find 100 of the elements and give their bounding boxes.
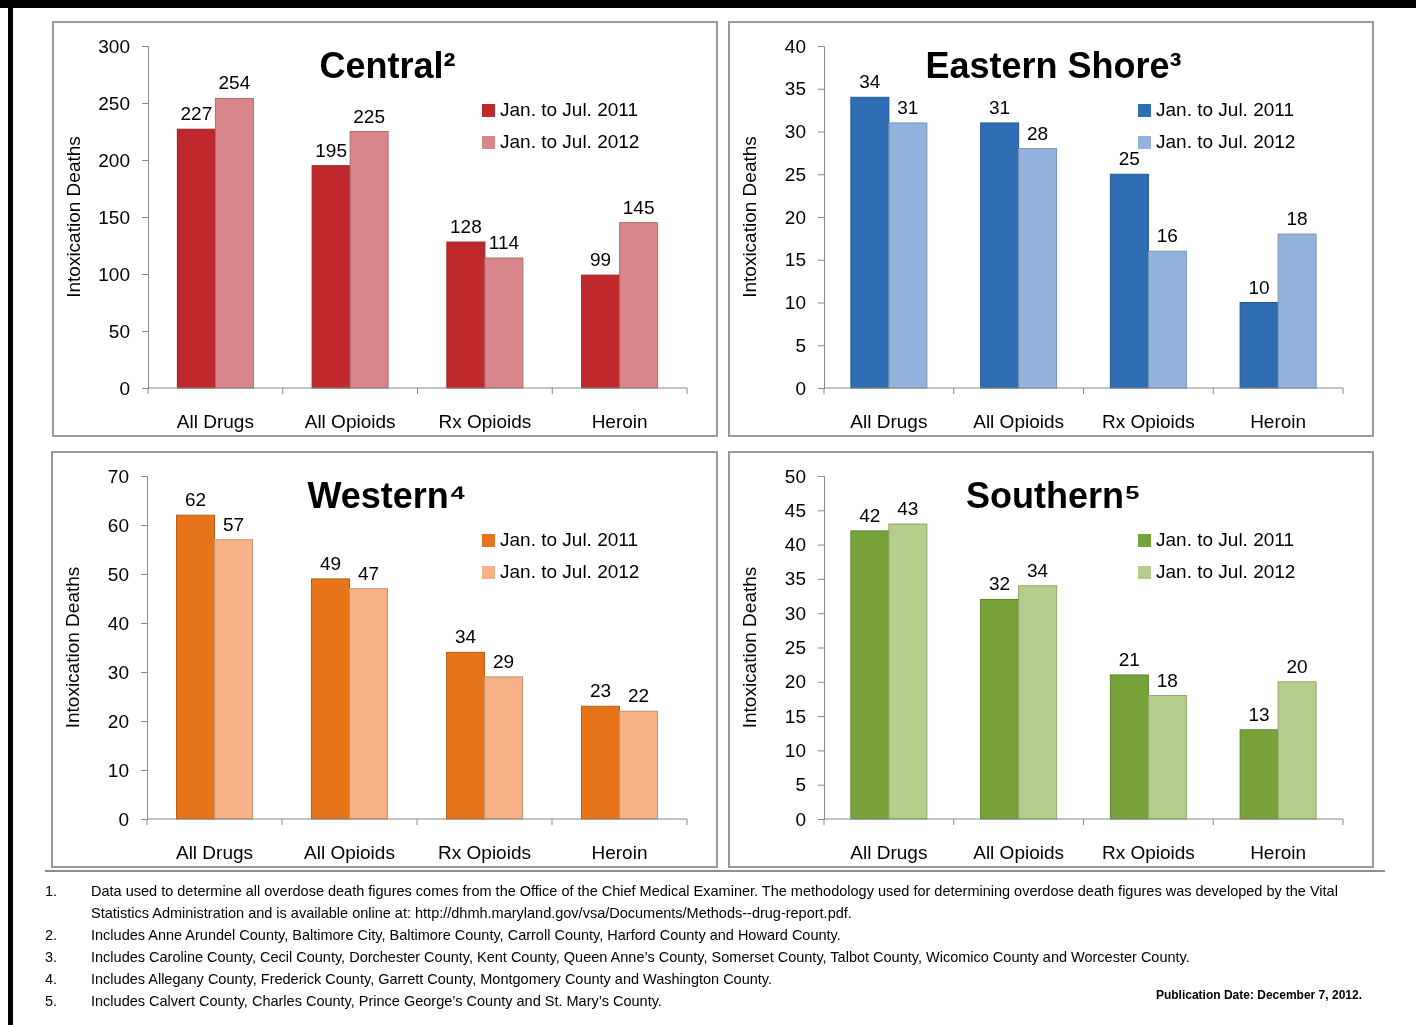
x-tick-label: Heroin	[591, 842, 648, 863]
data-label: 21	[1118, 648, 1140, 670]
bar	[850, 96, 890, 389]
x-tick-label: All Drugs	[175, 842, 254, 863]
y-tick-label: 10	[107, 759, 129, 781]
legend-label: Jan. to Jul. 2011	[1156, 99, 1295, 120]
bar	[581, 705, 620, 820]
bar	[1018, 148, 1058, 389]
y-tick-label: 40	[107, 612, 129, 634]
chart-title: Eastern Shore³	[925, 45, 1182, 86]
y-tick-label: 50	[784, 465, 806, 487]
x-tick-label: All Drugs	[850, 411, 928, 432]
data-label: 145	[622, 196, 655, 218]
x-tick-label: Heroin	[591, 411, 648, 432]
y-tick-label: 15	[784, 705, 806, 727]
y-tick-label: 30	[784, 602, 806, 624]
y-tick-label: 35	[784, 568, 806, 590]
chart-title: Western⁴	[307, 475, 467, 516]
data-label: 34	[859, 71, 881, 93]
data-label: 29	[492, 650, 515, 672]
bar	[1277, 681, 1317, 820]
bar	[446, 241, 486, 389]
data-label: 10	[1248, 276, 1270, 298]
data-label: 18	[1156, 669, 1178, 691]
y-tick-label: 20	[784, 206, 806, 228]
y-tick-label: 300	[98, 35, 130, 57]
bar	[1239, 302, 1279, 389]
bar	[176, 514, 215, 820]
y-tick-label: 5	[795, 334, 806, 356]
text: 4. Includes Allegany County, Frederick County, Garrett County, Montgomery County and Washington County.	[45, 971, 773, 987]
x-tick-label: All Opioids	[304, 411, 396, 432]
data-label: 31	[897, 96, 919, 118]
y-tick-label: 100	[98, 263, 130, 285]
legend-label: Jan. to Jul. 2011	[500, 99, 639, 120]
data-label: 47	[357, 562, 380, 584]
y-tick-label: 0	[118, 808, 129, 830]
y-tick-label: 10	[784, 292, 806, 314]
bar	[581, 274, 621, 389]
data-label: 32	[989, 573, 1011, 595]
bar	[1147, 695, 1187, 820]
y-tick-label: 25	[784, 637, 806, 659]
data-label: 23	[589, 680, 612, 702]
y-tick-label: 150	[98, 206, 130, 228]
data-label: 225	[353, 105, 385, 127]
y-tick-label: 0	[795, 808, 806, 830]
bar	[1109, 674, 1149, 820]
y-tick-label: 20	[784, 671, 806, 693]
bar	[349, 588, 388, 820]
data-label: 57	[222, 513, 245, 535]
bar	[888, 122, 928, 389]
y-axis-title: Intoxication Deaths	[739, 566, 760, 729]
y-axis-title: Intoxication Deaths	[63, 136, 84, 298]
data-label: 34	[1027, 559, 1049, 581]
data-label: 42	[859, 504, 881, 526]
data-label: 49	[319, 552, 342, 574]
bar	[311, 165, 351, 389]
y-tick-label: 50	[108, 320, 130, 342]
bar	[484, 257, 524, 389]
text: Publication Date: December 7, 2012.	[1155, 988, 1362, 1002]
bar	[1018, 585, 1058, 820]
text: 5. Includes Calvert County, Charles County, Prince George’s County and St. Mary’s County.	[45, 993, 662, 1009]
bar	[176, 128, 216, 389]
bar	[980, 598, 1020, 820]
data-label: 99	[590, 249, 612, 271]
data-label: 62	[184, 489, 207, 511]
y-tick-label: 30	[107, 661, 129, 683]
x-tick-label: Rx Opioids	[438, 842, 531, 863]
bar	[311, 578, 350, 820]
bar	[1109, 173, 1149, 389]
data-label: 22	[627, 685, 650, 707]
y-tick-label: 25	[784, 163, 806, 185]
y-tick-label: 200	[98, 149, 130, 171]
data-label: 28	[1027, 122, 1049, 144]
x-tick-label: Heroin	[1250, 842, 1307, 863]
y-tick-label: 30	[784, 121, 806, 143]
x-tick-label: All Drugs	[850, 842, 928, 863]
bar	[1147, 250, 1187, 389]
y-tick-label: 10	[784, 739, 806, 761]
legend-label: Jan. to Jul. 2011	[500, 529, 639, 550]
bar	[619, 222, 659, 389]
y-tick-label: 35	[784, 78, 806, 100]
y-tick-label: 40	[784, 35, 806, 57]
data-label: 128	[450, 216, 482, 238]
legend-label: Jan. to Jul. 2011	[1156, 529, 1295, 550]
bar	[484, 676, 523, 820]
text: 1. Data used to determine all overdose death figures comes from the Office of the Chief Medical Examiner. The methodology used for determining overdose death figures was developed by the Vital Statistics Administration and is available online at: http://dhmh.maryland.gov/vsa/Documents/Methods--drug-report.pdf.	[45, 883, 1338, 921]
bar	[349, 131, 389, 389]
bar	[1239, 729, 1279, 820]
data-label: 18	[1286, 208, 1308, 230]
y-tick-label: 5	[795, 774, 806, 796]
x-tick-label: All Opioids	[973, 411, 1065, 432]
y-tick-label: 40	[784, 534, 806, 556]
data-label: 254	[218, 72, 251, 94]
y-tick-label: 20	[107, 710, 129, 732]
legend-label: Jan. to Jul. 2012	[1156, 561, 1296, 582]
data-label: 13	[1248, 703, 1270, 725]
chart-title: Central²	[319, 45, 456, 86]
data-label: 25	[1118, 148, 1140, 170]
bar	[1277, 233, 1317, 389]
data-label: 227	[180, 103, 213, 125]
